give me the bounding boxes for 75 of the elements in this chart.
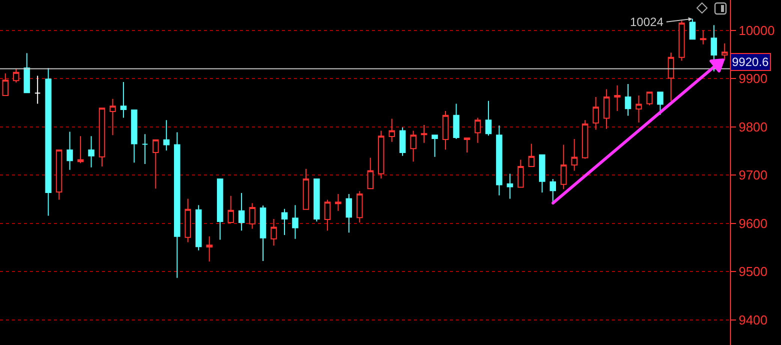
- candlestick: [206, 236, 212, 262]
- candlestick: [485, 100, 492, 136]
- y-tick-label: 9400: [738, 312, 768, 328]
- candlestick: [678, 20, 685, 62]
- candlestick: [302, 168, 310, 210]
- candlestick: [66, 131, 73, 170]
- y-tick-label: 9900: [738, 71, 768, 86]
- candlestick: [624, 83, 632, 116]
- candlestick: [399, 126, 406, 156]
- candlestick: [281, 208, 288, 236]
- candlestick: [432, 134, 438, 158]
- candlestick: [464, 138, 470, 153]
- y-tick-label: 9700: [738, 168, 768, 183]
- candlestick: [420, 124, 428, 144]
- candlestick: [346, 193, 352, 234]
- candlestick: [710, 24, 718, 72]
- candlestick: [142, 134, 148, 165]
- candlestick: [249, 202, 256, 230]
- candlestick: [367, 157, 374, 190]
- candlestick: [152, 139, 159, 190]
- candlestick: [657, 92, 664, 116]
- candlestick: [410, 130, 416, 162]
- candlestick: [110, 98, 116, 136]
- y-tick-label: 10000: [738, 22, 775, 38]
- candlestick: [560, 144, 567, 190]
- candlestick: [238, 192, 245, 232]
- candlestick: [550, 178, 556, 204]
- candlestick: [442, 110, 449, 150]
- candlestick: [163, 120, 170, 152]
- candlestick: [45, 68, 52, 216]
- candlestick: [260, 205, 266, 262]
- candlestick: [474, 117, 481, 144]
- candlestick: [636, 95, 642, 124]
- candlestick: [56, 150, 62, 200]
- candlestick: [314, 178, 320, 222]
- candlestick: [700, 30, 706, 45]
- candlestick: [528, 143, 535, 167]
- candlestick: [646, 92, 653, 106]
- candlestick: [228, 195, 234, 223]
- candlestick: [216, 178, 224, 240]
- candlestick: [722, 42, 728, 60]
- candlestick: [506, 173, 514, 200]
- candlestick: [34, 75, 41, 104]
- candlestick: [539, 154, 546, 194]
- candlestick: [184, 198, 191, 243]
- candlestick: [335, 193, 342, 212]
- candlestick: [77, 136, 84, 164]
- candlestick: [324, 199, 331, 232]
- candlestick: [98, 108, 106, 167]
- candlestick: [668, 52, 674, 102]
- candlestick: [582, 120, 588, 160]
- y-tick-label: 9800: [738, 119, 768, 134]
- candlestick: [388, 118, 395, 142]
- candlestick: [496, 124, 502, 196]
- candlestick: [356, 190, 363, 223]
- candlestick: [571, 138, 578, 172]
- candlestick: [12, 68, 20, 84]
- candlestick: [378, 130, 384, 180]
- candlestick: [270, 218, 277, 246]
- candlestick: [292, 204, 298, 240]
- candlestick: [195, 204, 202, 251]
- candlestick: [174, 132, 180, 278]
- annotation: 10024: [630, 15, 664, 29]
- candlestick: [592, 96, 599, 130]
- candlestick: [120, 82, 127, 118]
- candlestick: [603, 88, 610, 130]
- candlestick: [453, 103, 460, 140]
- candlestick: [24, 52, 30, 94]
- y-tick-label: 9500: [738, 264, 768, 280]
- y-tick-label: 9600: [738, 216, 768, 231]
- candlestick: [614, 84, 620, 112]
- candlestick: [518, 159, 524, 188]
- candlestick: [131, 110, 138, 164]
- ref-line-label: 9920.6: [732, 55, 770, 69]
- candlestick: [88, 136, 94, 168]
